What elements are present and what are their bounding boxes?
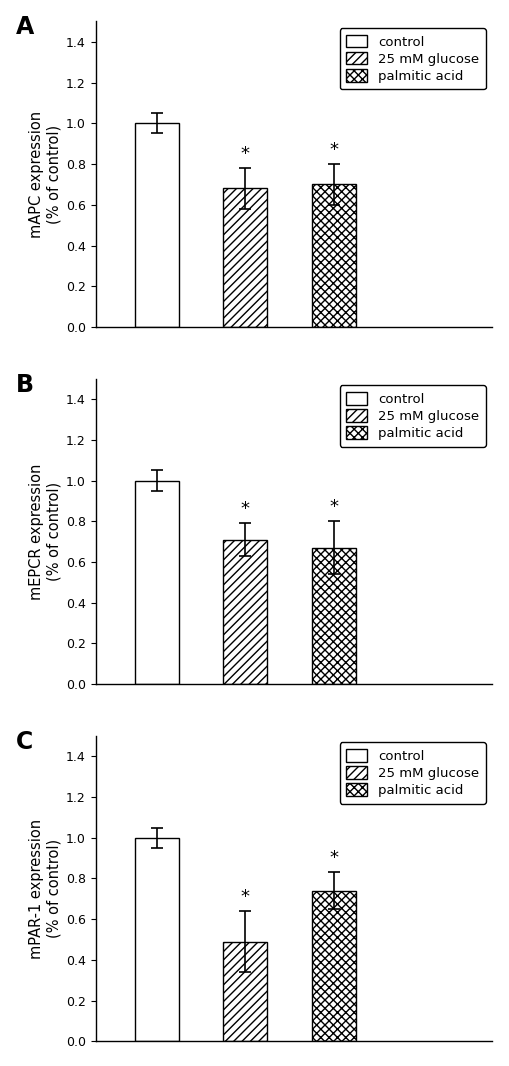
Bar bbox=[135, 481, 179, 684]
Text: *: * bbox=[241, 500, 250, 518]
Bar bbox=[312, 548, 356, 684]
Text: C: C bbox=[16, 730, 34, 754]
Bar bbox=[223, 941, 268, 1041]
Text: B: B bbox=[16, 373, 34, 397]
Bar bbox=[135, 124, 179, 327]
Text: *: * bbox=[241, 888, 250, 906]
Legend: control, 25 mM glucose, palmitic acid: control, 25 mM glucose, palmitic acid bbox=[340, 28, 486, 90]
Bar bbox=[223, 539, 268, 684]
Bar bbox=[312, 184, 356, 327]
Y-axis label: mAPC expression
(% of control): mAPC expression (% of control) bbox=[30, 111, 62, 238]
Text: *: * bbox=[241, 145, 250, 163]
Y-axis label: mPAR-1 expression
(% of control): mPAR-1 expression (% of control) bbox=[30, 819, 62, 958]
Text: *: * bbox=[329, 498, 338, 516]
Bar bbox=[135, 838, 179, 1041]
Legend: control, 25 mM glucose, palmitic acid: control, 25 mM glucose, palmitic acid bbox=[340, 385, 486, 447]
Legend: control, 25 mM glucose, palmitic acid: control, 25 mM glucose, palmitic acid bbox=[340, 742, 486, 804]
Y-axis label: mEPCR expression
(% of control): mEPCR expression (% of control) bbox=[30, 464, 62, 599]
Text: A: A bbox=[16, 15, 35, 39]
Text: *: * bbox=[329, 850, 338, 868]
Bar bbox=[312, 890, 356, 1041]
Text: *: * bbox=[329, 141, 338, 159]
Bar bbox=[223, 189, 268, 327]
